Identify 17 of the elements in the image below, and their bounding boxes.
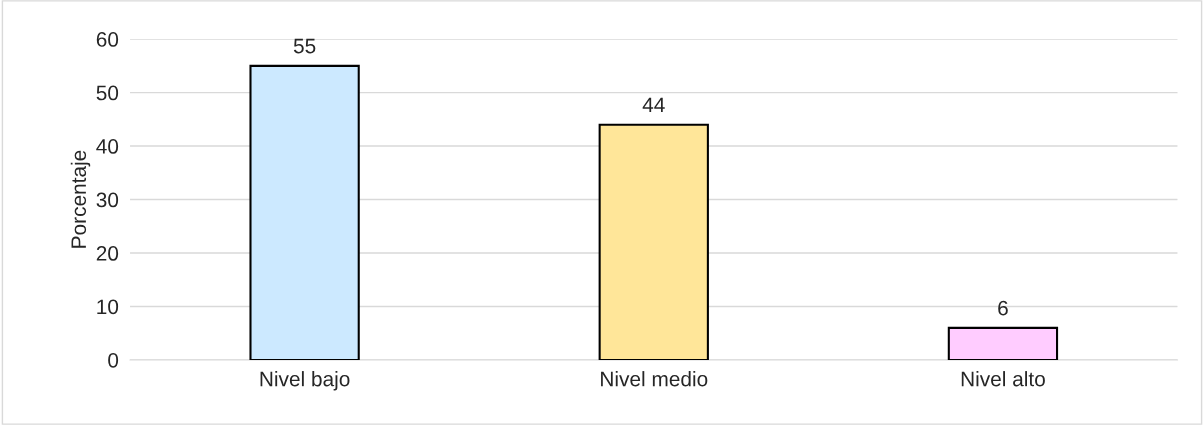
y-tick-label: 10 [97, 299, 119, 315]
bar [249, 64, 360, 360]
y-tick-label: 20 [96, 246, 119, 261]
data-label: 44 [642, 97, 665, 113]
bar [598, 123, 709, 360]
y-tick-label: 50 [96, 85, 119, 101]
data-label: 6 [998, 300, 1008, 316]
x-tick-label: Nivel medio [601, 371, 708, 387]
x-tick-label: Nivel alto [961, 371, 1045, 387]
y-tick-label: 60 [96, 32, 119, 47]
y-axis-title: Porcentaje [70, 150, 91, 248]
y-tick-label: 40 [96, 139, 119, 154]
y-tick-label: 0 [108, 352, 119, 368]
bar [947, 326, 1059, 360]
x-tick-label: Nivel bajo [260, 371, 350, 391]
data-label: 55 [293, 38, 316, 54]
y-tick-label: 30 [96, 192, 119, 208]
